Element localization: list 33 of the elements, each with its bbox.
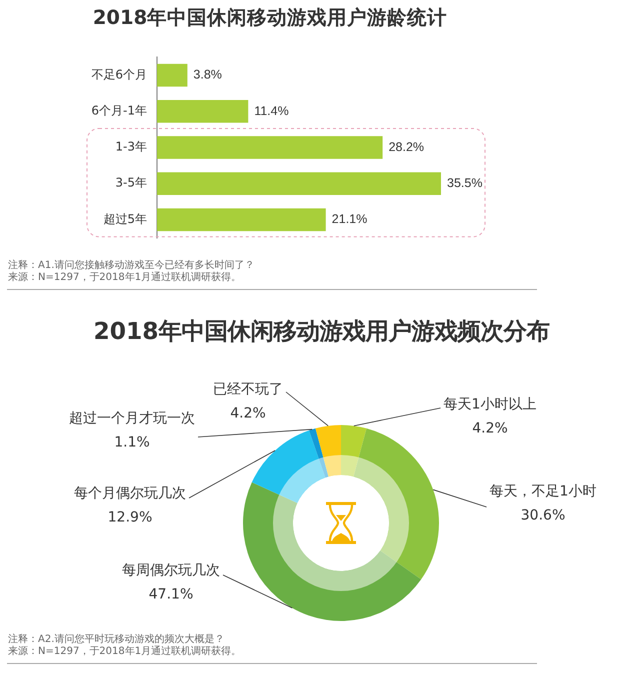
slice-label: 每天1小时以上 <box>444 396 536 413</box>
source-note: 来源：N=1297，于2018年1月通过联机调研获得。 <box>8 272 242 284</box>
slice-label: 已经不玩了 <box>213 382 283 398</box>
data-label: 3.8% <box>193 68 222 82</box>
bar <box>157 172 441 195</box>
bar <box>157 100 248 123</box>
data-label: 30.6% <box>520 508 566 524</box>
bar <box>157 136 383 159</box>
bar <box>157 64 188 87</box>
slice-label: 超过一个月才玩一次 <box>69 410 195 427</box>
data-label: 4.2% <box>230 406 266 422</box>
data-label: 28.2% <box>388 140 424 154</box>
data-label: 4.2% <box>472 420 508 437</box>
text: 注释：A2.请问您平时玩移动游戏的频次大概是？ <box>8 634 226 646</box>
y-tick-label: 1-3年 <box>115 140 147 154</box>
data-label: 47.1% <box>148 586 194 603</box>
source-note: 来源：N=1297，于2018年1月通过联机调研获得。 <box>8 646 242 658</box>
text: 注释：A1.请问您接触移动游戏至今已经有多长时间了？ <box>8 260 256 272</box>
y-tick-label: 超过5年 <box>103 212 147 226</box>
data-label: 12.9% <box>108 510 152 526</box>
slice-label: 每个月偶尔玩几次 <box>74 486 186 502</box>
data-label: 35.5% <box>447 176 482 190</box>
data-label: 11.4% <box>254 104 289 118</box>
slice-label: 每天，不足1小时 <box>490 484 596 500</box>
data-label: 1.1% <box>114 434 150 451</box>
bar <box>157 208 326 232</box>
chart-title: 2018年中国休闲移动游戏用户游戏频次分布 <box>92 316 551 347</box>
chart-title: 2018年中国休闲移动游戏用户游龄统计 <box>92 5 448 31</box>
y-tick-label: 6个月-1年 <box>91 104 147 118</box>
y-tick-label: 不足6个月 <box>91 67 147 82</box>
slice-label: 每周偶尔玩几次 <box>122 562 220 579</box>
y-tick-label: 3-5年 <box>115 176 147 190</box>
data-label: 21.1% <box>332 212 368 226</box>
